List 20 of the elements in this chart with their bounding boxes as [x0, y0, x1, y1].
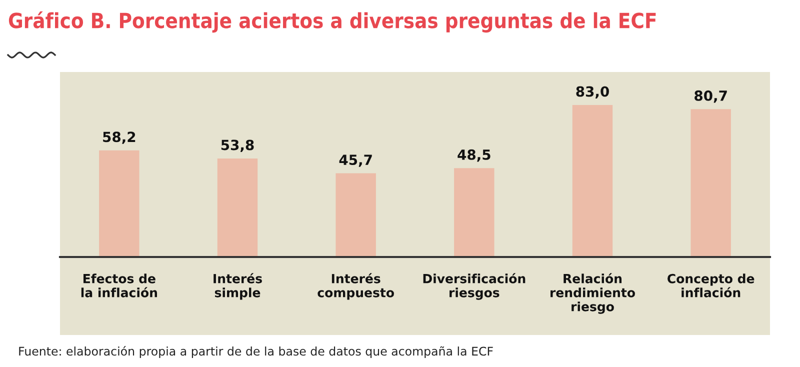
source-note: Fuente: elaboración propia a partir de de la base de datos que acompaña la ECF: [19, 346, 493, 358]
bar: [690, 109, 731, 257]
bar: [572, 104, 613, 257]
bar: [217, 158, 258, 257]
bar: [454, 168, 494, 257]
bar: [99, 150, 140, 257]
chart-title: Gráfico B. Porcentaje aciertos a diversas preguntas de la ECF: [8, 11, 656, 33]
data-label: 48,5: [458, 149, 490, 162]
data-label: 80,7: [694, 90, 727, 103]
x-tick-label: Interés compuesto: [318, 273, 394, 300]
x-tick-label: Interés simple: [214, 273, 262, 300]
data-label: 53,8: [221, 140, 254, 152]
bar: [336, 173, 376, 257]
data-label: 45,7: [339, 154, 372, 167]
data-label: 83,0: [576, 86, 609, 98]
data-label: 58,2: [103, 132, 136, 144]
x-tick-label: Concepto de inflación: [668, 274, 754, 298]
x-tick-label: Diversificación riesgos: [423, 273, 526, 300]
x-tick-label: Efectos de la inflación: [81, 274, 157, 298]
x-tick-label: Relación rendimiento riesgo: [550, 273, 635, 314]
